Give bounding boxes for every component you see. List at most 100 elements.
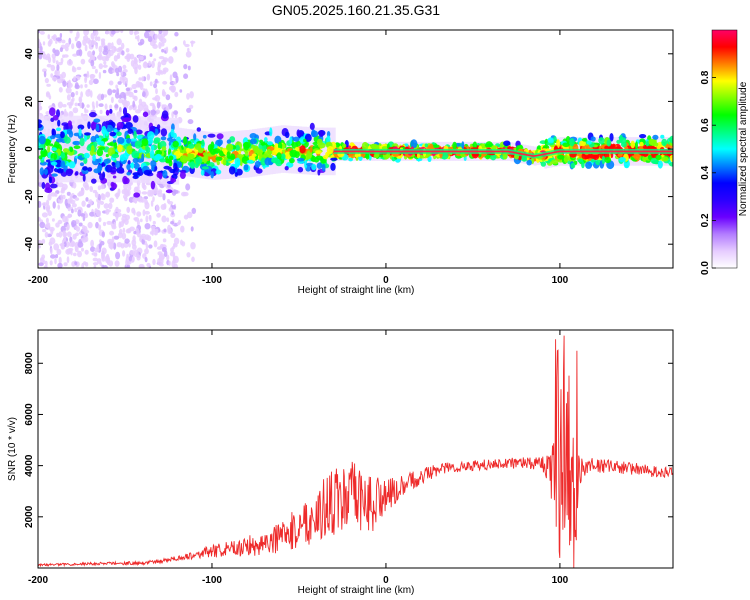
spectrogram-blob <box>122 117 131 122</box>
colorbar-tick-label: 0.4 <box>700 165 711 179</box>
spectrogram-blob <box>75 171 79 176</box>
spectrogram-blob <box>155 153 162 160</box>
spectrogram-blob <box>553 136 557 142</box>
spectrogram-blob <box>315 150 322 155</box>
spectrogram-faint-speck <box>152 258 156 266</box>
spectrogram-faint-speck <box>125 214 130 221</box>
spectrogram-faint-speck <box>111 236 115 244</box>
spectrogram-y-tick-label: -40 <box>24 237 35 252</box>
spectrogram-blob <box>228 166 236 175</box>
spectrogram-blob <box>484 143 491 148</box>
spectrogram-blob <box>68 161 76 169</box>
spectrogram-faint-speck <box>38 244 41 249</box>
spectrogram-faint-speck <box>111 225 117 230</box>
spectrogram-faint-speck <box>50 64 56 72</box>
spectrogram-blob <box>96 148 104 157</box>
spectrogram-faint-speck <box>108 241 114 249</box>
spectrogram-blob <box>286 161 294 168</box>
spectrogram-faint-speck <box>81 247 84 252</box>
chart-title: GN05.2025.160.21.35.G31 <box>272 2 440 18</box>
spectrogram-blob <box>73 145 81 150</box>
spectrogram-faint-speck <box>153 231 158 236</box>
spectrogram-faint-speck <box>88 39 94 47</box>
spectrogram-blob <box>84 132 91 136</box>
spectrogram-blob <box>416 153 420 159</box>
spectrogram-blob <box>551 159 559 165</box>
spectrogram-faint-speck <box>109 197 115 203</box>
spectrogram-faint-speck <box>38 101 42 106</box>
spectrogram-faint-speck <box>56 248 62 255</box>
spectrogram-faint-speck <box>147 36 153 43</box>
spectrogram-blob <box>317 169 321 176</box>
spectrogram-blob <box>165 189 173 194</box>
spectrogram-blob <box>123 177 130 184</box>
spectrogram-faint-speck <box>79 100 82 109</box>
spectrogram-faint-speck <box>133 230 137 235</box>
spectrogram-faint-speck <box>78 222 83 227</box>
spectrogram-blob <box>598 137 605 145</box>
spectrogram-faint-speck <box>52 57 56 64</box>
spectrogram-faint-speck <box>61 71 66 79</box>
spectrogram-faint-speck <box>84 236 89 243</box>
spectrogram-faint-speck <box>149 102 155 107</box>
spectrogram-x-tick-label: -100 <box>202 275 222 286</box>
spectrogram-faint-speck <box>145 243 149 250</box>
spectrogram-blob <box>217 139 223 146</box>
spectrogram-faint-speck <box>47 193 52 201</box>
spectrogram-faint-speck <box>84 249 89 255</box>
spectrogram-faint-speck <box>152 220 156 225</box>
spectrogram-faint-speck <box>153 240 158 248</box>
spectrogram-faint-speck <box>124 238 130 244</box>
spectrogram-blob <box>134 129 143 135</box>
spectrogram-blob <box>112 175 117 179</box>
spectrogram-faint-speck <box>139 38 145 45</box>
spectrogram-faint-speck <box>126 261 132 265</box>
spectrogram-faint-speck <box>90 73 95 81</box>
spectrogram-blob <box>147 131 155 140</box>
spectrogram-blob <box>361 141 369 151</box>
colorbar-label: Normalized spectral amplitude <box>738 81 749 216</box>
snr-plot-area <box>38 330 673 568</box>
spectrogram-blob <box>66 128 73 135</box>
spectrogram-faint-speck <box>105 191 111 198</box>
spectrogram-blob <box>652 134 659 140</box>
spectrogram-faint-speck <box>173 237 180 245</box>
spectrogram-faint-speck <box>191 207 197 214</box>
spectrogram-faint-speck <box>166 254 170 261</box>
spectrogram-blob <box>132 157 139 164</box>
spectrogram-faint-speck <box>60 189 65 194</box>
spectrogram-faint-speck <box>174 91 179 98</box>
spectrogram-faint-speck <box>149 215 152 222</box>
spectrogram-blob <box>321 163 326 172</box>
spectrogram-faint-speck <box>134 57 138 64</box>
spectrogram-blob <box>609 133 614 142</box>
spectrogram-blob <box>503 140 511 147</box>
spectrogram-blob <box>280 153 286 160</box>
spectrogram-faint-speck <box>82 38 87 46</box>
spectrogram-blob <box>246 159 254 164</box>
spectrogram-faint-speck <box>66 256 70 264</box>
spectrogram-y-tick-label: 20 <box>24 95 35 107</box>
spectrogram-blob <box>111 161 115 166</box>
spectrogram-blob <box>502 152 508 160</box>
spectrogram-faint-speck <box>41 238 46 244</box>
spectrogram-faint-speck <box>142 61 148 69</box>
spectrogram-faint-speck <box>55 254 59 259</box>
spectrogram-faint-speck <box>190 226 194 232</box>
colorbar-tick-label: 0.8 <box>700 70 711 84</box>
spectrogram-faint-speck <box>89 186 94 192</box>
spectrogram-faint-speck <box>180 239 183 246</box>
spectrogram-faint-speck <box>98 71 102 80</box>
spectrogram-blob <box>330 157 338 161</box>
spectrogram-blob <box>159 158 166 163</box>
spectrogram-blob <box>210 141 215 150</box>
spectrogram-blob <box>284 166 289 171</box>
snr-y-tick-label: 2000 <box>24 505 35 528</box>
spectrogram-blob <box>635 141 638 150</box>
spectrogram-faint-speck <box>43 71 47 78</box>
spectrogram-faint-speck <box>66 94 71 101</box>
spectrogram-blob <box>87 167 93 172</box>
spectrogram-band <box>82 115 86 183</box>
spectrogram-faint-speck <box>101 253 105 260</box>
spectrogram-blob <box>669 162 673 167</box>
